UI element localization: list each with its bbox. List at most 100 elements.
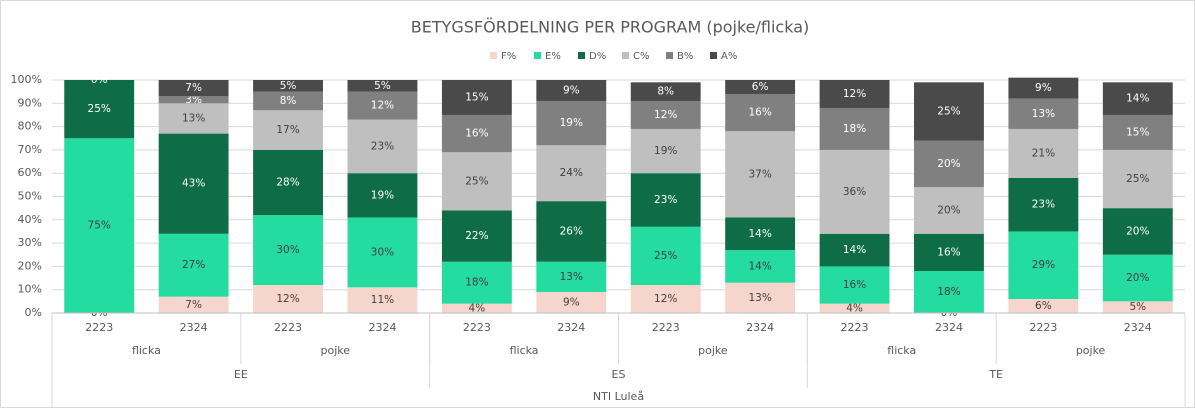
group-label: NTI Luleå bbox=[593, 390, 644, 403]
y-tick-label: 70% bbox=[18, 143, 42, 156]
data-label: 14% bbox=[748, 260, 771, 272]
bar-segment bbox=[64, 138, 135, 313]
bar-segment bbox=[630, 226, 701, 286]
bar-segment bbox=[158, 80, 229, 97]
data-label: 16% bbox=[748, 107, 771, 119]
y-tick-label: 100% bbox=[11, 73, 42, 86]
data-label: 14% bbox=[748, 228, 771, 240]
data-label: 29% bbox=[1032, 259, 1055, 271]
bar-segment bbox=[253, 80, 323, 92]
data-label: 16% bbox=[937, 246, 960, 258]
bar-segment bbox=[347, 80, 418, 92]
data-label: 20% bbox=[937, 204, 960, 216]
data-label: 25% bbox=[1126, 173, 1149, 185]
data-label: 23% bbox=[371, 140, 394, 152]
data-label: 15% bbox=[465, 91, 488, 103]
bar-segment bbox=[1008, 231, 1079, 300]
data-label: 18% bbox=[465, 277, 488, 289]
x-tick-label: 2324 bbox=[746, 321, 774, 334]
data-label: 5% bbox=[280, 80, 297, 92]
bar-segment bbox=[536, 201, 607, 262]
data-label: 13% bbox=[182, 112, 205, 124]
data-label: 25% bbox=[654, 250, 677, 262]
bar-segment bbox=[630, 173, 701, 227]
data-label: 3% bbox=[185, 94, 202, 106]
y-tick-label: 40% bbox=[18, 213, 42, 226]
y-tick-label: 20% bbox=[18, 259, 42, 272]
legend-swatch bbox=[666, 52, 673, 59]
bar-segment bbox=[347, 217, 418, 288]
bar-segment bbox=[1008, 128, 1079, 178]
bar-segment bbox=[158, 96, 229, 104]
data-label: 5% bbox=[374, 80, 391, 92]
data-label: 4% bbox=[469, 302, 486, 314]
legend-swatch bbox=[622, 52, 629, 59]
data-label: 22% bbox=[465, 230, 488, 242]
bar-segment bbox=[536, 292, 607, 313]
bar-segment bbox=[536, 100, 607, 146]
data-label: 37% bbox=[748, 168, 771, 180]
bar-segment bbox=[441, 152, 512, 211]
x-tick-label: 2223 bbox=[85, 321, 113, 334]
bar-segment bbox=[536, 80, 607, 101]
data-label: 7% bbox=[185, 82, 202, 94]
legend-swatch bbox=[490, 52, 497, 59]
data-label: 14% bbox=[1126, 93, 1149, 105]
bar-segment bbox=[819, 149, 890, 234]
legend-label: C% bbox=[633, 51, 649, 62]
data-label: 20% bbox=[1126, 225, 1149, 237]
data-label: 9% bbox=[563, 84, 580, 96]
bar-segment bbox=[441, 114, 512, 153]
group-label: flicka bbox=[887, 344, 916, 357]
data-label: 30% bbox=[276, 244, 299, 256]
y-tick-label: 80% bbox=[18, 120, 42, 133]
bar-segment bbox=[1102, 254, 1173, 302]
bar-segment bbox=[914, 271, 984, 313]
bar-segment bbox=[1102, 301, 1173, 313]
data-label: 13% bbox=[1032, 108, 1055, 120]
bar-segment bbox=[158, 233, 229, 297]
bar-segment bbox=[725, 131, 796, 218]
data-label: 25% bbox=[937, 105, 960, 117]
legend-swatch bbox=[534, 52, 541, 59]
data-label: 20% bbox=[1126, 272, 1149, 284]
bar-segment bbox=[253, 285, 323, 313]
bar-segment bbox=[536, 261, 607, 293]
x-tick-label: 2223 bbox=[652, 321, 680, 334]
bar-segment bbox=[441, 210, 512, 262]
data-label: 25% bbox=[88, 103, 111, 115]
group-label: flicka bbox=[510, 344, 539, 357]
bar-segment bbox=[253, 110, 323, 150]
legend-label: F% bbox=[501, 51, 516, 62]
bar-segment bbox=[1102, 208, 1173, 255]
bar-segment bbox=[253, 149, 323, 216]
bar-segment bbox=[725, 250, 796, 283]
data-label: 7% bbox=[185, 299, 202, 311]
data-label: 25% bbox=[465, 175, 488, 187]
data-label: 12% bbox=[276, 293, 299, 305]
bar-segment bbox=[914, 82, 984, 141]
bar-segment bbox=[1008, 177, 1079, 232]
legend-label: A% bbox=[721, 51, 737, 62]
legend-swatch bbox=[578, 52, 585, 59]
bar-segment bbox=[914, 140, 984, 188]
data-label: 30% bbox=[371, 246, 394, 258]
bar-segment bbox=[64, 80, 135, 139]
data-label: 18% bbox=[843, 123, 866, 135]
x-tick-label: 2324 bbox=[180, 321, 208, 334]
y-tick-label: 0% bbox=[25, 306, 42, 319]
data-label: 27% bbox=[182, 259, 205, 271]
data-label: 75% bbox=[88, 220, 111, 232]
bar-segment bbox=[725, 80, 796, 94]
bar-segment bbox=[819, 266, 890, 304]
bar-segment bbox=[158, 133, 229, 234]
data-label: 6% bbox=[752, 81, 769, 93]
x-tick-label: 2324 bbox=[1124, 321, 1152, 334]
bar-segment bbox=[725, 282, 796, 313]
bar-segment bbox=[158, 296, 229, 313]
data-label: 23% bbox=[1032, 199, 1055, 211]
x-tick-label: 2324 bbox=[368, 321, 396, 334]
bar-segment bbox=[158, 103, 229, 134]
data-label: 8% bbox=[280, 95, 297, 107]
